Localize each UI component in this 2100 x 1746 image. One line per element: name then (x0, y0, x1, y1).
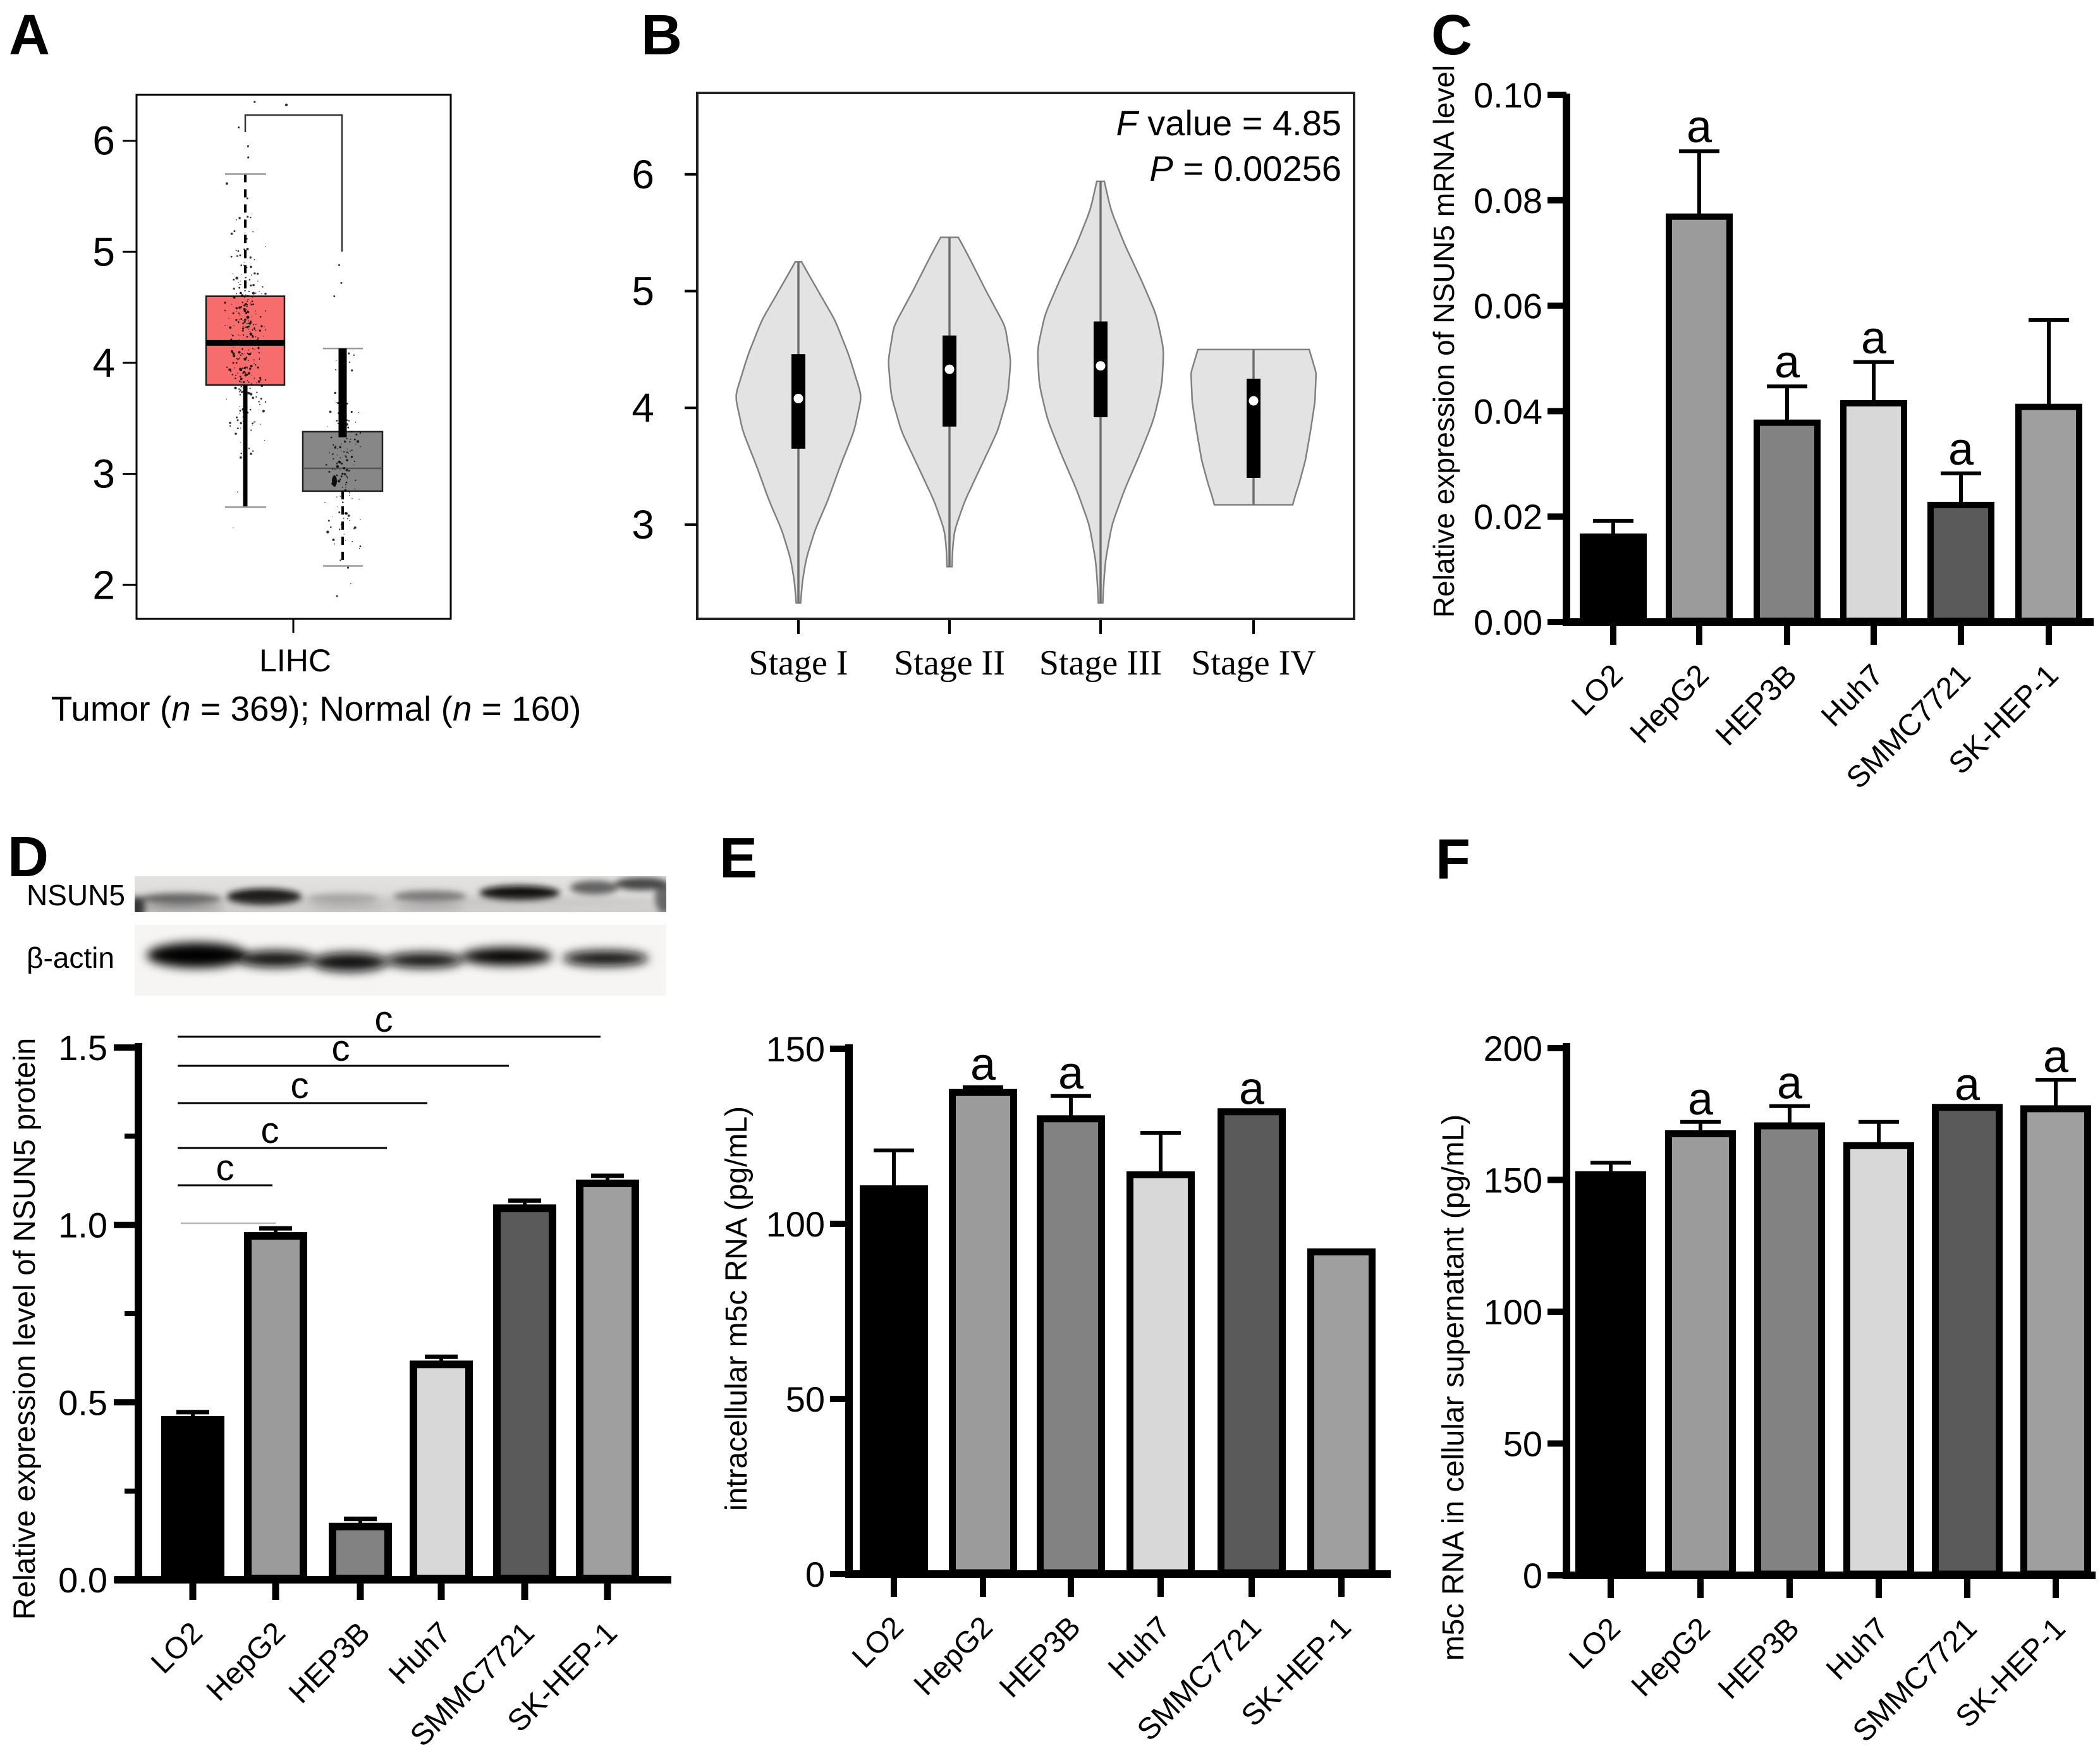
svg-text:a: a (1777, 1058, 1803, 1109)
svg-text:Relative expression level of N: Relative expression level of NSUN5 prote… (8, 1038, 42, 1620)
svg-text:150: 150 (1484, 1161, 1542, 1200)
svg-text:c: c (332, 1028, 350, 1069)
svg-text:100: 100 (1484, 1292, 1542, 1332)
svg-text:Relative expression of NSUN5 m: Relative expression of NSUN5 mRNA level (1427, 65, 1460, 618)
svg-text:100: 100 (766, 1204, 825, 1244)
svg-text:a: a (970, 1039, 996, 1090)
svg-text:150: 150 (766, 1029, 825, 1069)
svg-text:4: 4 (92, 340, 115, 386)
svg-text:Stage III: Stage III (1039, 644, 1162, 683)
svg-text:0.06: 0.06 (1474, 286, 1542, 326)
svg-text:P = 0.00256: P = 0.00256 (1149, 149, 1341, 188)
svg-text:0.04: 0.04 (1474, 391, 1542, 431)
svg-text:a: a (1687, 102, 1712, 152)
svg-text:a: a (1688, 1074, 1714, 1125)
svg-text:0.08: 0.08 (1474, 181, 1542, 221)
svg-text:A: A (9, 4, 50, 67)
svg-text:Tumor (n = 369); Normal (n = 1: Tumor (n = 369); Normal (n = 160) (51, 689, 582, 728)
svg-text:0.5: 0.5 (58, 1383, 107, 1422)
svg-text:a: a (1948, 424, 1974, 475)
svg-text:F value = 4.85: F value = 4.85 (1116, 103, 1341, 143)
svg-text:5: 5 (632, 269, 654, 314)
svg-text:a: a (1239, 1064, 1265, 1114)
svg-text:c: c (375, 999, 393, 1040)
svg-text:0.02: 0.02 (1474, 497, 1542, 537)
svg-text:Stage II: Stage II (894, 644, 1005, 683)
svg-text:1.5: 1.5 (58, 1028, 107, 1068)
svg-text:c: c (261, 1110, 279, 1151)
svg-text:E: E (719, 827, 757, 890)
svg-text:50: 50 (1503, 1424, 1542, 1464)
svg-text:a: a (2043, 1032, 2069, 1082)
svg-text:B: B (641, 4, 682, 67)
svg-text:a: a (1774, 337, 1800, 388)
svg-text:0.0: 0.0 (58, 1560, 107, 1600)
svg-text:3: 3 (632, 502, 654, 547)
svg-text:LIHC: LIHC (259, 643, 331, 678)
svg-text:0.00: 0.00 (1474, 602, 1542, 642)
svg-text:C: C (1431, 4, 1472, 67)
svg-text:Stage I: Stage I (748, 644, 848, 683)
svg-text:0.10: 0.10 (1474, 75, 1542, 115)
svg-text:a: a (1058, 1048, 1084, 1099)
svg-text:6: 6 (92, 118, 115, 164)
svg-text:β-actin: β-actin (27, 941, 114, 974)
svg-text:5: 5 (92, 229, 115, 274)
svg-text:50: 50 (786, 1379, 825, 1419)
svg-text:c: c (216, 1147, 235, 1188)
svg-text:200: 200 (1484, 1029, 1542, 1068)
svg-text:0: 0 (805, 1554, 825, 1594)
svg-text:F: F (1436, 828, 1470, 891)
svg-text:D: D (8, 826, 49, 889)
svg-text:NSUN5: NSUN5 (27, 879, 125, 912)
svg-text:m5c RNA in cellular supernatan: m5c RNA in cellular supernatant (pg/mL) (1437, 1114, 1470, 1661)
svg-text:0: 0 (1523, 1556, 1542, 1596)
svg-text:1.0: 1.0 (58, 1206, 107, 1245)
svg-text:2: 2 (92, 562, 115, 607)
svg-text:c: c (291, 1065, 309, 1106)
svg-text:intracellular m5c RNA (pg/mL): intracellular m5c RNA (pg/mL) (720, 1106, 754, 1511)
svg-text:3: 3 (92, 451, 115, 497)
svg-text:a: a (1861, 313, 1887, 363)
svg-text:a: a (1955, 1059, 1981, 1110)
svg-text:6: 6 (632, 152, 654, 197)
svg-text:Stage IV: Stage IV (1191, 644, 1316, 683)
svg-text:4: 4 (632, 385, 654, 430)
